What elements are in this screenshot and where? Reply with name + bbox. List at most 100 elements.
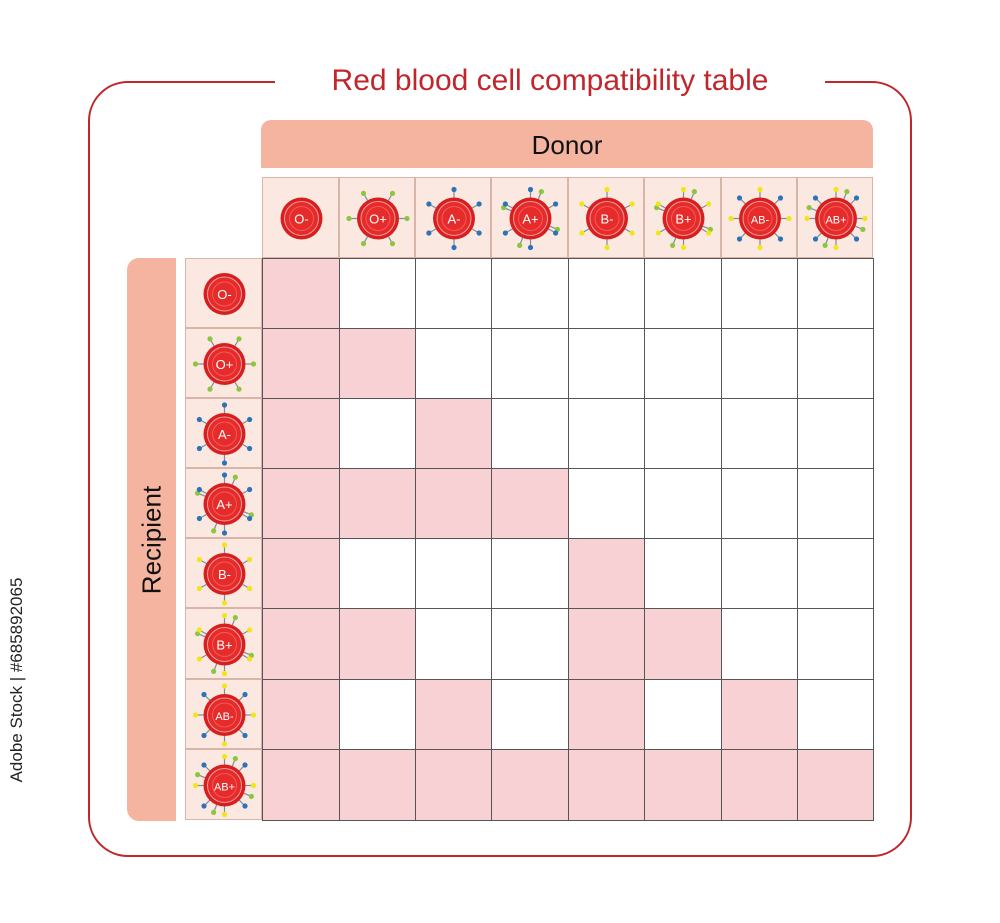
blood-cell-ab-neg: AB- — [728, 186, 792, 251]
donor-header-cell: B+ — [644, 177, 721, 258]
blood-type-label: O+ — [369, 212, 387, 227]
compatible-cell — [262, 538, 340, 609]
antigen-a-marker — [221, 455, 228, 466]
incompatible-cell — [721, 398, 798, 469]
incompatible-cell — [644, 398, 722, 469]
incompatible-cell — [568, 468, 645, 539]
recipient-header-band: Recipient — [127, 258, 176, 821]
antigen-b-marker — [757, 186, 763, 198]
compatible-cell — [491, 468, 569, 539]
blood-cell-ab-neg: AB- — [192, 683, 257, 747]
antigen-rh-marker — [360, 190, 369, 201]
blood-type-label: A- — [218, 427, 231, 442]
compatible-cell — [568, 749, 645, 821]
antigen-a-marker — [238, 799, 248, 809]
antigen-a-marker — [196, 416, 207, 425]
incompatible-cell — [721, 608, 798, 680]
incompatible-cell — [491, 328, 569, 399]
donor-header-cell: O+ — [339, 177, 415, 258]
recipient-header-cell: O- — [185, 258, 262, 328]
compatible-cell — [415, 679, 492, 750]
incompatible-cell — [797, 679, 874, 750]
antigen-b-marker — [221, 683, 228, 694]
incompatible-cell — [339, 538, 416, 609]
incompatible-cell — [721, 328, 798, 399]
blood-cell-o-neg: O- — [280, 197, 323, 240]
antigen-b-marker — [221, 753, 228, 765]
antigen-a-marker — [774, 232, 784, 242]
incompatible-cell — [644, 538, 722, 609]
compatible-cell — [568, 679, 645, 750]
antigen-b-marker — [242, 654, 253, 662]
recipient-header-cell: O+ — [185, 328, 262, 398]
antigen-rh-marker — [211, 804, 218, 815]
incompatible-cell — [491, 679, 569, 750]
antigen-a-marker — [850, 195, 860, 205]
antigen-b-marker — [245, 712, 257, 718]
recipient-header-cell: B- — [185, 538, 262, 608]
antigen-a-marker — [502, 228, 513, 236]
antigen-rh-marker — [211, 663, 218, 674]
incompatible-cell — [797, 328, 874, 399]
blood-cell-b-neg: B- — [579, 186, 635, 251]
antigen-rh-marker — [192, 361, 204, 367]
antigen-a-marker — [201, 729, 211, 739]
donor-header-band: Donor — [261, 120, 873, 168]
blood-cell-a-negpos: A+ — [501, 186, 560, 251]
antigen-b-marker — [833, 239, 839, 251]
blood-type-label: O+ — [216, 357, 234, 372]
incompatible-cell — [797, 398, 874, 469]
blood-type-label: AB+ — [825, 215, 846, 227]
antigen-a-marker — [527, 239, 534, 251]
incompatible-cell — [491, 608, 569, 680]
antigen-rh-marker — [234, 336, 242, 347]
antigen-rh-marker — [822, 237, 829, 248]
antigen-rh-marker — [537, 189, 544, 200]
compatible-cell — [262, 258, 340, 329]
page-title: Red blood cell compatibility table — [275, 58, 825, 106]
compatible-cell — [339, 468, 416, 539]
antigen-b-marker — [680, 239, 687, 251]
blood-type-label: B- — [601, 212, 614, 227]
antigen-a-marker — [426, 201, 437, 209]
antigen-a-marker — [471, 228, 482, 236]
incompatible-cell — [644, 258, 722, 329]
incompatible-cell — [491, 398, 569, 469]
incompatible-cell — [491, 258, 569, 329]
blood-cell-a-neg: A- — [426, 186, 482, 251]
antigen-rh-marker — [387, 190, 396, 201]
compatible-cell — [415, 398, 492, 469]
antigen-a-marker — [812, 232, 822, 242]
antigen-a-marker — [221, 525, 228, 536]
antigen-a-marker — [238, 729, 248, 739]
antigen-b-marker — [242, 556, 253, 565]
antigen-b-marker — [221, 595, 228, 606]
antigen-b-marker — [804, 215, 815, 222]
compatible-cell — [262, 749, 340, 821]
antigen-b-marker — [857, 215, 868, 222]
antigen-a-marker — [736, 232, 746, 242]
antigen-a-marker — [736, 195, 746, 205]
antigen-a-marker — [196, 486, 207, 495]
antigen-b-marker — [701, 228, 712, 236]
antigen-b-marker — [196, 583, 207, 592]
antigen-a-marker — [242, 486, 253, 495]
compatible-cell — [644, 749, 722, 821]
incompatible-cell — [797, 258, 874, 329]
recipient-header-cell: B+ — [185, 608, 262, 679]
antigen-b-marker — [196, 654, 207, 662]
antigen-rh-marker — [207, 336, 215, 347]
compatible-cell — [721, 749, 798, 821]
antigen-b-marker — [221, 542, 228, 553]
donor-header-cell: AB+ — [797, 177, 873, 258]
incompatible-cell — [491, 538, 569, 609]
recipient-header-cell: A- — [185, 398, 262, 468]
antigen-a-marker — [527, 186, 534, 198]
antigen-b-marker — [624, 228, 635, 236]
blood-type-label: AB- — [751, 215, 770, 227]
antigen-a-marker — [548, 201, 559, 209]
compatible-cell — [339, 608, 416, 680]
incompatible-cell — [644, 468, 722, 539]
antigen-a-marker — [221, 472, 228, 483]
antigen-rh-marker — [207, 381, 215, 392]
